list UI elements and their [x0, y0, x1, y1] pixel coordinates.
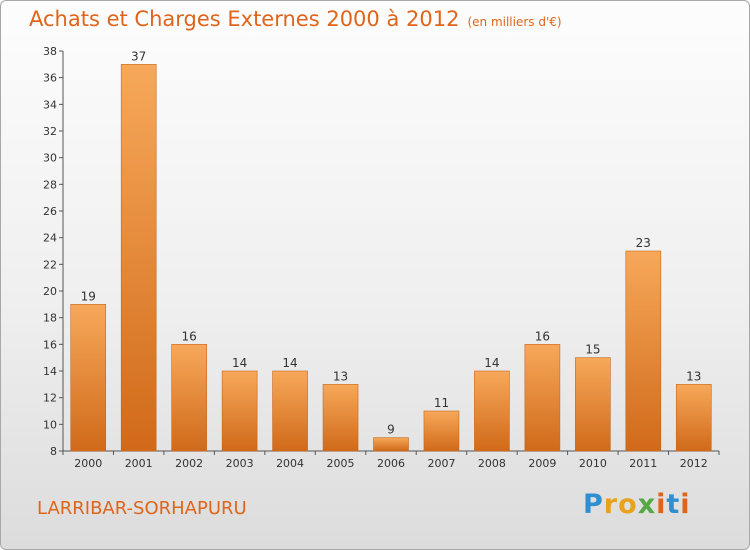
data-label-2009: 16	[535, 329, 550, 343]
y-tick-label: 16	[43, 338, 57, 351]
data-label-2000: 19	[81, 289, 96, 303]
bar-2010	[575, 357, 611, 452]
bar-2006	[373, 437, 409, 452]
bar-2008	[474, 370, 510, 452]
logo-letter: i	[656, 489, 667, 520]
y-tick-label: 18	[43, 312, 57, 325]
data-label-2008: 14	[484, 356, 499, 370]
bar-2002	[171, 344, 207, 452]
data-label-2010: 15	[585, 343, 600, 357]
bar-2005	[322, 384, 359, 452]
logo-letter: x	[637, 489, 657, 520]
x-tick-label: 2003	[226, 457, 254, 470]
proxiti-logo: Proxiti	[583, 489, 691, 520]
bars	[70, 64, 712, 452]
x-tick-label: 2012	[680, 457, 708, 470]
data-label-2003: 14	[232, 356, 247, 370]
y-tick-label: 32	[43, 125, 57, 138]
logo-letter: r	[603, 489, 619, 520]
y-tick-label: 34	[43, 98, 57, 111]
y-tick-label: 12	[43, 392, 57, 405]
bar-2004	[272, 370, 308, 452]
bar-2012	[675, 384, 712, 452]
x-tick-label: 2006	[377, 457, 405, 470]
chart-title-text: Achats et Charges Externes 2000 à 2012	[29, 7, 460, 31]
x-tick-label: 2007	[427, 457, 455, 470]
chart-subtitle: (en milliers d'€)	[467, 15, 562, 29]
x-tick-label: 2009	[528, 457, 556, 470]
x-tick-label: 2002	[175, 457, 203, 470]
data-label-2004: 14	[282, 356, 297, 370]
y-tick-label: 28	[43, 178, 57, 191]
data-label-2007: 11	[434, 396, 449, 410]
y-tick-label: 8	[50, 445, 57, 458]
x-tick-label: 2008	[478, 457, 506, 470]
y-tick-label: 14	[43, 365, 57, 378]
x-tick-label: 2005	[327, 457, 355, 470]
y-tick-label: 30	[43, 152, 57, 165]
bar-2003	[221, 370, 258, 452]
y-tick-label: 38	[43, 45, 57, 58]
data-label-2011: 23	[636, 236, 651, 250]
x-tick-label: 2004	[276, 457, 304, 470]
data-label-2006: 9	[387, 423, 395, 437]
bar-2000	[70, 304, 107, 452]
commune-name: LARRIBAR-SORHAPURU	[37, 498, 247, 519]
x-tick-label: 2010	[579, 457, 607, 470]
x-tick-label: 2000	[74, 457, 102, 470]
logo-letter: o	[618, 489, 638, 520]
y-tick-label: 36	[43, 72, 57, 85]
bar-2007	[423, 410, 460, 452]
axes: 8 10 12 14 16 18 20 22 24 26 28 30 32 34 36 38 2000 2001 2…	[43, 45, 720, 470]
y-tick-label: 22	[43, 258, 57, 271]
x-tick-label: 2011	[629, 457, 657, 470]
x-tick-label: 2001	[125, 457, 153, 470]
logo-letter: t	[666, 489, 681, 520]
data-label-2012: 13	[686, 369, 701, 383]
y-tick-label: 10	[43, 418, 57, 431]
y-tick-label: 20	[43, 285, 57, 298]
data-label-2002: 16	[182, 329, 197, 343]
logo-letter: P	[583, 489, 604, 520]
data-labels: 19 37 16 14 14 13 9 11 14 16 15 23 13	[81, 49, 702, 436]
logo-letter: i	[680, 489, 691, 520]
y-tick-label: 24	[43, 232, 57, 245]
data-label-2005: 13	[333, 369, 348, 383]
bar-2001	[120, 64, 157, 452]
y-tick-label: 26	[43, 205, 57, 218]
bar-2011	[625, 250, 662, 452]
chart-title: Achats et Charges Externes 2000 à 2012 (e…	[29, 7, 562, 31]
bar-2009	[524, 344, 561, 452]
data-label-2001: 37	[131, 49, 146, 63]
